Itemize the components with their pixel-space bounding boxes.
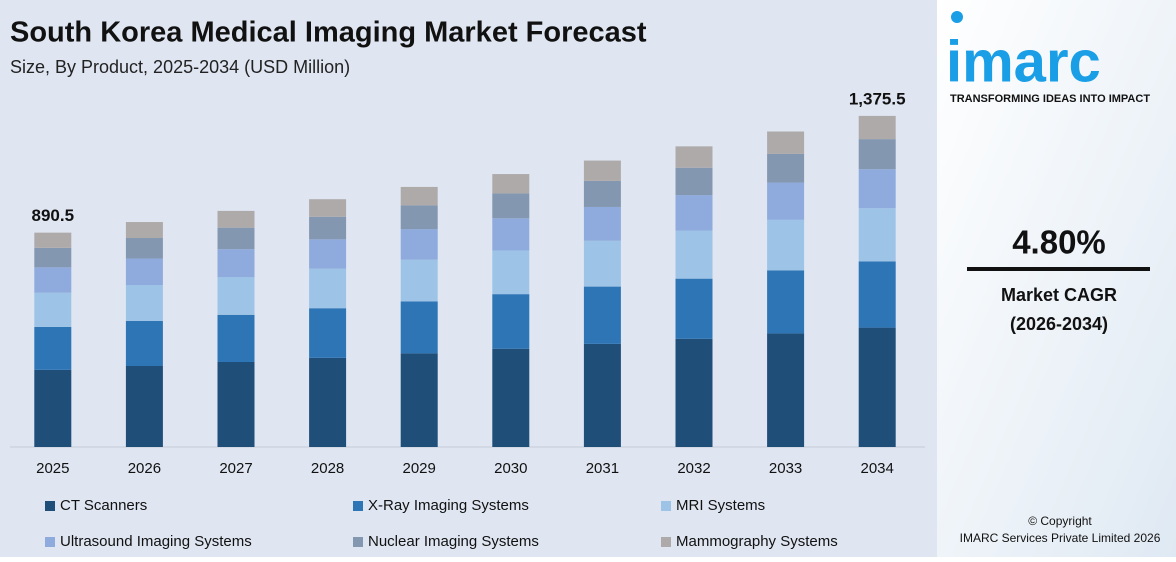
total-label: 1,375.5 — [849, 89, 906, 108]
x-tick-label: 2032 — [677, 460, 710, 477]
bar-segment — [583, 160, 621, 181]
legend-swatch — [353, 501, 363, 511]
bar-segment — [125, 285, 163, 322]
legend-label: Mammography Systems — [676, 533, 838, 550]
legend-swatch — [45, 537, 55, 547]
bar-segment — [34, 292, 72, 327]
bar-segment — [125, 258, 163, 286]
x-tick-label: 2030 — [494, 460, 527, 477]
x-tick-label: 2027 — [219, 460, 252, 477]
bar-segment — [217, 277, 255, 315]
bar-segment — [309, 308, 347, 358]
bar-segment — [217, 210, 255, 228]
bar-segment — [217, 227, 255, 250]
bar-segment — [400, 205, 438, 230]
legend-swatch — [661, 501, 671, 511]
bar-segment — [309, 239, 347, 269]
legend-label: Ultrasound Imaging Systems — [60, 533, 252, 550]
bar-segment — [858, 139, 896, 170]
bar-segment — [34, 369, 72, 447]
bar-segment — [217, 249, 255, 278]
x-tick-label: 2026 — [128, 460, 161, 477]
bar-segment — [583, 180, 621, 207]
bar-segment — [492, 174, 530, 194]
bar-segment — [217, 362, 255, 447]
bar-segment — [400, 186, 438, 206]
bar-segment — [675, 230, 713, 279]
bar-segment — [583, 240, 621, 287]
total-label: 890.5 — [32, 206, 75, 225]
bar-segment — [675, 195, 713, 231]
bar-segment — [858, 208, 896, 262]
legend-swatch — [45, 501, 55, 511]
bar-segment — [400, 259, 438, 302]
bar-segment — [767, 182, 805, 220]
bar-segment — [767, 219, 805, 271]
x-tick-label: 2033 — [769, 460, 802, 477]
legend-swatch — [661, 537, 671, 547]
bar-segment — [767, 270, 805, 334]
bar-segment — [675, 146, 713, 168]
legend-label: X-Ray Imaging Systems — [368, 497, 529, 514]
bar-segment — [34, 232, 72, 248]
bar-segment — [400, 353, 438, 447]
bar-segment — [34, 247, 72, 268]
bar-segment — [767, 131, 805, 154]
bar-segment — [583, 206, 621, 241]
legend-swatch — [353, 537, 363, 547]
bar-segment — [492, 218, 530, 251]
bar-segment — [767, 333, 805, 447]
bar-segment — [858, 169, 896, 209]
bar-segment — [400, 301, 438, 354]
bar-segment — [309, 216, 347, 240]
bar-segment — [125, 238, 163, 259]
bar-segment — [125, 321, 163, 366]
divider — [967, 267, 1150, 271]
x-tick-label: 2028 — [311, 460, 344, 477]
bar-segment — [34, 326, 72, 370]
bar-segment — [34, 267, 72, 293]
x-tick-label: 2031 — [586, 460, 619, 477]
bar-segment — [583, 343, 621, 447]
bar-segment — [492, 348, 530, 447]
logo: imarc — [946, 29, 1101, 94]
bar-segment — [492, 294, 530, 349]
bar-segment — [492, 193, 530, 219]
x-tick-label: 2025 — [36, 460, 69, 477]
bar-segment — [309, 199, 347, 217]
x-tick-label: 2029 — [403, 460, 436, 477]
bar-segment — [858, 327, 896, 447]
bar-segment — [858, 261, 896, 328]
chart-subtitle: Size, By Product, 2025-2034 (USD Million… — [10, 57, 350, 77]
bar-segment — [583, 286, 621, 344]
tagline: TRANSFORMING IDEAS INTO IMPACT — [950, 93, 1150, 105]
bar-segment — [675, 278, 713, 339]
chart-title: South Korea Medical Imaging Market Forec… — [10, 17, 647, 49]
legend-label: CT Scanners — [60, 497, 147, 514]
legend-label: MRI Systems — [676, 497, 765, 514]
bar-segment — [767, 153, 805, 183]
legend-label: Nuclear Imaging Systems — [368, 533, 539, 550]
cagr-label: Market CAGR — [1001, 285, 1117, 305]
bar-segment — [309, 357, 347, 447]
bar-segment — [858, 115, 896, 140]
x-tick-label: 2034 — [861, 460, 894, 477]
bar-segment — [125, 365, 163, 447]
sidebar-background — [937, 0, 1176, 557]
bar-segment — [309, 268, 347, 309]
logo-dot — [951, 11, 963, 23]
copyright: © Copyright — [1028, 514, 1092, 528]
bar-segment — [125, 222, 163, 239]
bar-segment — [675, 338, 713, 447]
bar-segment — [217, 314, 255, 363]
cagr-period: (2026-2034) — [1010, 314, 1108, 334]
company: IMARC Services Private Limited 2026 — [960, 531, 1161, 545]
bar-segment — [492, 250, 530, 295]
bar-segment — [675, 167, 713, 196]
cagr-value: 4.80% — [1012, 224, 1106, 261]
bar-segment — [400, 229, 438, 260]
